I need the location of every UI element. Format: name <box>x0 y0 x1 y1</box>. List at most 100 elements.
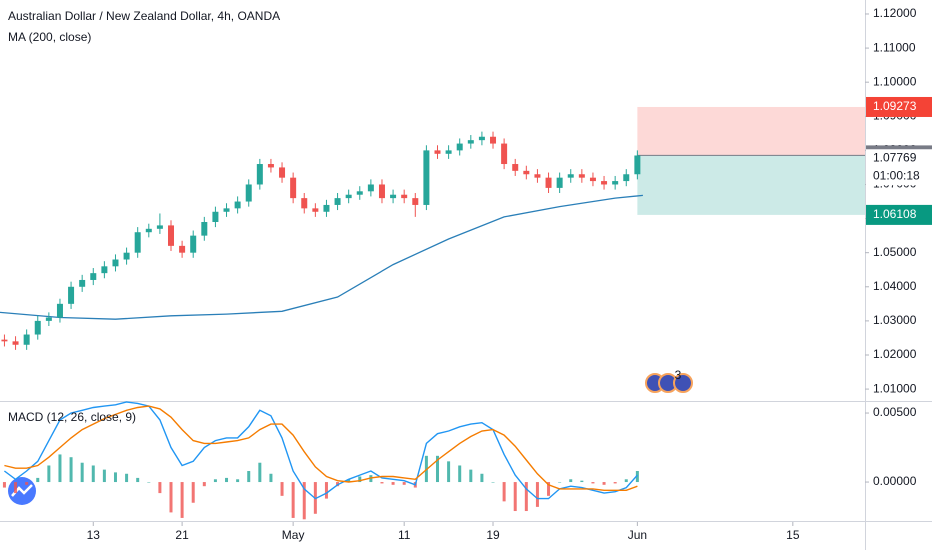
candle-body <box>434 150 441 154</box>
candle-body <box>279 167 286 178</box>
candle-body <box>556 177 563 188</box>
histogram-bar <box>380 482 384 484</box>
histogram-bar <box>225 477 229 483</box>
x-tick-label: 13 <box>87 528 101 542</box>
candle-body <box>378 184 385 199</box>
candle-body <box>490 136 497 144</box>
candle-body <box>56 303 63 318</box>
histogram-bar <box>402 482 406 485</box>
ma-line <box>0 194 643 320</box>
candle-body <box>334 198 341 205</box>
histogram-bar <box>113 472 117 483</box>
histogram-bar <box>169 482 173 513</box>
histogram-bar <box>280 482 284 496</box>
histogram-bar <box>102 469 106 483</box>
candle-body <box>134 232 141 253</box>
y-tick-label: 1.05000 <box>873 245 917 259</box>
candle-body <box>201 221 208 236</box>
event-count: 3 <box>675 368 682 382</box>
x-tick-label: 11 <box>398 528 411 542</box>
histogram-bar <box>613 482 617 484</box>
candle-body <box>45 317 52 321</box>
candle-body <box>23 334 30 345</box>
candle-body <box>212 211 219 222</box>
y-tick-label: 1.03000 <box>873 313 917 327</box>
price-tag <box>866 96 932 117</box>
candle-body <box>223 208 230 212</box>
x-tick-label: 15 <box>786 528 800 542</box>
bar-countdown: 01:00:18 <box>873 168 920 182</box>
y-tick-label: 1.04000 <box>873 279 917 293</box>
target-zone <box>637 155 865 215</box>
histogram-bar <box>347 479 351 483</box>
candle-body <box>589 177 596 182</box>
histogram-bar <box>236 479 240 483</box>
events-badge[interactable]: 3 <box>645 368 693 393</box>
x-tick-label: May <box>282 528 305 542</box>
histogram-bar <box>147 482 151 483</box>
event-icon <box>673 373 693 393</box>
candle-body <box>312 208 319 212</box>
candle-body <box>245 184 252 202</box>
y-tick-label: 1.12000 <box>873 6 917 20</box>
histogram-bar <box>247 471 251 483</box>
histogram-bar <box>69 457 73 483</box>
candle-body <box>79 279 86 287</box>
candle-body <box>301 198 308 209</box>
macd-line <box>4 405 638 491</box>
histogram-bar <box>435 455 439 483</box>
candle-body <box>478 136 485 141</box>
y-tick-label: 0.00500 <box>873 405 917 419</box>
candle-body <box>445 150 452 154</box>
candle-body <box>90 273 97 280</box>
histogram-bar <box>635 471 639 483</box>
candle-body <box>467 140 474 144</box>
last-price-tag <box>866 149 932 186</box>
macd-title: MACD (12, 26, close, 9) <box>8 410 136 424</box>
histogram-bar <box>502 482 506 502</box>
histogram-bar <box>447 461 451 483</box>
histogram-bar <box>358 476 362 483</box>
histogram-bar <box>180 482 184 518</box>
candle-body <box>623 174 630 182</box>
price-tag-label: 1.06108 <box>873 207 917 221</box>
histogram-bar <box>547 482 551 496</box>
histogram-bar <box>136 477 140 483</box>
histogram-bar <box>202 482 206 487</box>
x-tick-label: 19 <box>486 528 500 542</box>
logo[interactable] <box>8 477 36 505</box>
candle-body <box>578 174 585 178</box>
histogram-bar <box>291 482 295 518</box>
histogram-bar <box>14 482 18 494</box>
histogram-bar <box>269 473 273 483</box>
macd-line <box>3 401 638 500</box>
histogram-bar <box>213 479 217 483</box>
candle-body <box>179 245 186 253</box>
price-tag-label: 1.09273 <box>873 99 917 113</box>
histogram-bar <box>624 479 628 483</box>
candle-body <box>523 170 530 175</box>
histogram-bar <box>524 482 528 512</box>
candle-body <box>34 320 41 335</box>
histogram-bar <box>125 473 129 483</box>
x-tick-label: Jun <box>628 528 647 542</box>
candle-body <box>267 164 274 168</box>
histogram-bar <box>47 465 51 483</box>
candle-body <box>412 198 419 205</box>
histogram-bar <box>80 462 84 483</box>
histogram-bar <box>458 465 462 483</box>
y-tick-label: 1.02000 <box>873 347 917 361</box>
candle-body <box>401 194 408 199</box>
candle-body <box>1 339 8 342</box>
histogram-bar <box>469 469 473 483</box>
histogram-bar <box>2 482 6 488</box>
candle-body <box>534 174 541 178</box>
candle-body <box>290 177 297 199</box>
histogram-bar <box>324 482 328 499</box>
histogram-bar <box>391 482 395 485</box>
candle-body <box>512 164 519 171</box>
histogram-bar <box>258 462 262 483</box>
candle-body <box>567 174 574 178</box>
